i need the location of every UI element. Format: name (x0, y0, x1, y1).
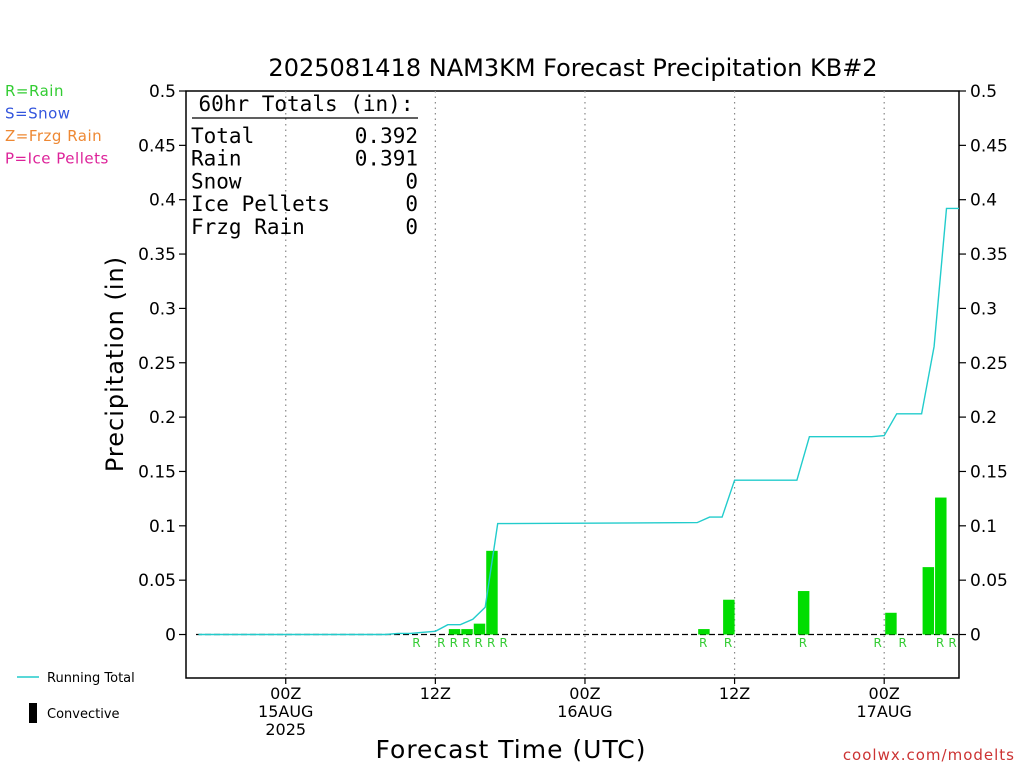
convective-legend-label: Convective (47, 707, 120, 722)
precip-type-marker: R (475, 636, 483, 650)
precip-type-marker: R (936, 636, 944, 650)
totals-row-value: 0.391 (355, 147, 418, 171)
y-tick-label: 0.15 (138, 462, 176, 482)
y-tick-label: 0.2 (149, 408, 176, 428)
y-tick-label: 0.35 (138, 245, 176, 265)
precip-type-marker: R (462, 636, 470, 650)
y-tick-label: 0.4 (149, 191, 176, 211)
watermark: coolwx.com/modelts (843, 746, 1015, 764)
convective-bar (461, 629, 473, 635)
y-tick-label: 0.35 (970, 245, 1008, 265)
y-tick-label: 0.25 (970, 354, 1008, 374)
precip-type-marker: R (948, 636, 956, 650)
precip-type-legend-item: Z=Frzg Rain (5, 127, 102, 145)
y-tick-label: 0.4 (970, 191, 997, 211)
totals-row-value: 0 (405, 169, 418, 193)
y-tick-label: 0.1 (149, 517, 176, 537)
totals-row-label: Total (191, 124, 254, 148)
x-tick-label: 2025 (265, 720, 306, 739)
precip-type-marker: R (450, 636, 458, 650)
x-tick-label: 00Z (569, 684, 600, 703)
convective-bar (723, 599, 735, 635)
x-tick-label: 15AUG (258, 702, 313, 721)
precip-type-marker: R (499, 636, 507, 650)
y-axis-right: 0.5 0.45 0.4 0.35 0.3 0.25 0.2 0.15 0.1 0.05 0 (959, 82, 1008, 646)
y-axis-label: Precipitation (in) (101, 256, 129, 472)
totals-row-value: 0 (405, 215, 418, 239)
y-tick-label: 0.5 (970, 82, 997, 102)
y-tick-label: 0.45 (970, 136, 1008, 156)
precip-type-legend-item: R=Rain (5, 82, 64, 100)
totals-box: 60hr Totals (in): Total 0.392 Rain 0.391 Sno… (191, 92, 418, 239)
convective-bar (473, 623, 486, 635)
totals-row-value: 0.392 (355, 124, 418, 148)
convective-bar (935, 497, 947, 635)
convective-bar (885, 612, 897, 635)
y-axis-left: 0.5 0.45 0.4 0.35 0.3 0.25 0.2 0.15 0.1 0.05 0 (138, 82, 186, 646)
y-tick-label: 0.05 (970, 571, 1008, 591)
precip-type-marker: R (874, 636, 882, 650)
totals-row-label: Rain (191, 147, 242, 171)
totals-title: 60hr Totals (in): (199, 92, 414, 116)
y-tick-label: 0.5 (149, 82, 176, 102)
totals-row-label: Snow (191, 169, 242, 193)
precip-type-marker: R (724, 636, 732, 650)
x-tick-label: 00Z (270, 684, 301, 703)
totals-row-value: 0 (405, 192, 418, 216)
precip-type-marker: R (487, 636, 495, 650)
y-tick-label: 0 (970, 626, 981, 646)
precip-type-marker: R (898, 636, 906, 650)
y-tick-label: 0.45 (138, 136, 176, 156)
y-tick-label: 0.3 (970, 299, 997, 319)
precip-type-legend-item: S=Snow (5, 105, 71, 123)
precip-type-legend-item: P=Ice Pellets (5, 150, 109, 168)
totals-row-label: Frzg Rain (191, 215, 305, 239)
y-tick-label: 0.15 (970, 462, 1008, 482)
precip-type-marker: R (412, 636, 420, 650)
running-total-line (198, 207, 959, 636)
y-tick-label: 0.2 (970, 408, 997, 428)
precip-type-marker: R (699, 636, 707, 650)
x-tick-label: 12Z (719, 684, 750, 703)
precip-type-legend: R=Rain S=Snow Z=Frzg Rain P=Ice Pellets (5, 82, 109, 168)
running-total-legend-label: Running Total (47, 671, 135, 686)
x-tick-label: 12Z (420, 684, 451, 703)
convective-bar (797, 591, 810, 635)
x-tick-label: 00Z (869, 684, 900, 703)
bottom-legend: Running Total Convective (17, 671, 135, 723)
chart-title: 2025081418 NAM3KM Forecast Precipitation… (268, 54, 877, 82)
precip-type-marker: R (437, 636, 445, 650)
y-tick-label: 0.05 (138, 571, 176, 591)
convective-bar (486, 550, 498, 635)
grid-lines (285, 91, 885, 678)
convective-bars (448, 497, 947, 635)
x-tick-label: 16AUG (557, 702, 612, 721)
y-tick-label: 0.3 (149, 299, 176, 319)
x-tick-label: 17AUG (856, 702, 911, 721)
running-total-line-path (198, 207, 959, 636)
convective-bar (922, 567, 935, 635)
totals-row-label: Ice Pellets (191, 192, 330, 216)
precip-type-marker: R (799, 636, 807, 650)
y-tick-label: 0 (165, 626, 176, 646)
y-tick-label: 0.1 (970, 517, 997, 537)
y-tick-label: 0.25 (138, 354, 176, 374)
plot-frame (185, 90, 960, 679)
convective-bar (698, 629, 710, 635)
x-axis-label: Forecast Time (UTC) (376, 735, 647, 764)
convective-bar (448, 629, 461, 635)
convective-legend-swatch (29, 703, 37, 723)
